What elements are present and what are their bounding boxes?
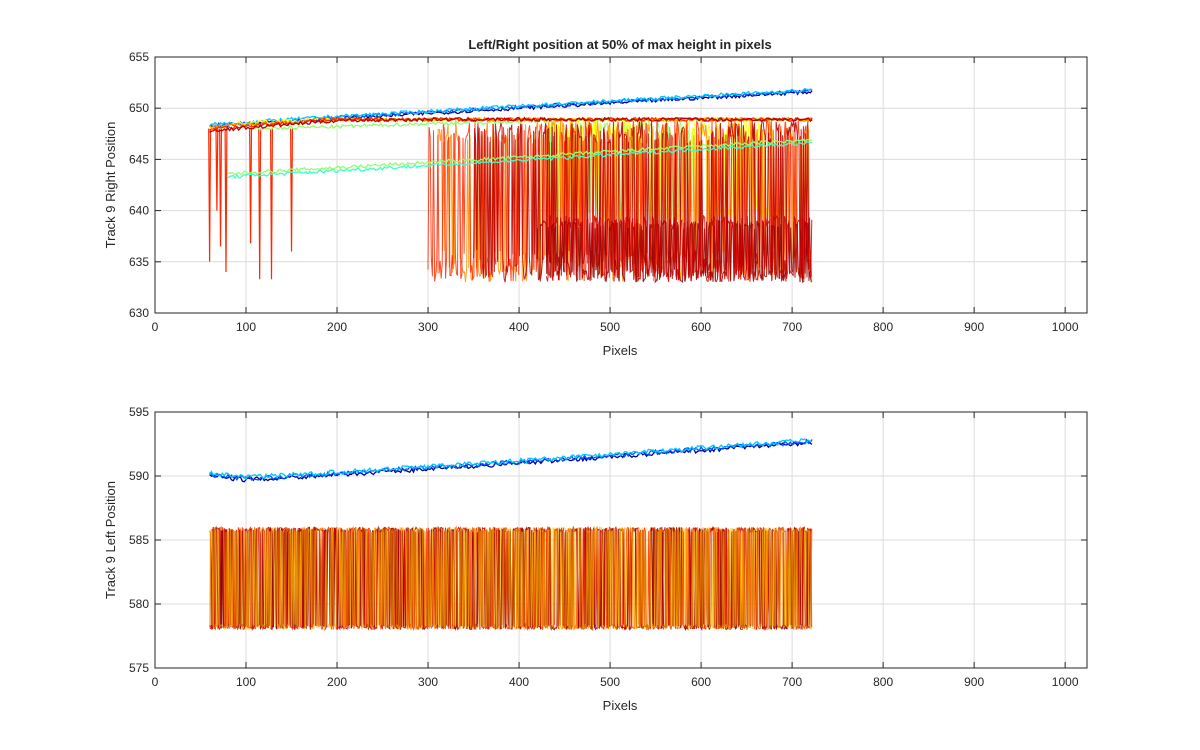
x-tick-label: 1000	[1052, 675, 1079, 689]
x-tick-label: 100	[236, 675, 256, 689]
y-tick-label: 580	[129, 597, 149, 611]
y-tick-label: 650	[129, 101, 149, 115]
y-tick-label: 640	[129, 204, 149, 218]
x-tick-label: 200	[327, 320, 347, 334]
spike-trace	[215, 128, 219, 211]
spike-trace	[249, 128, 253, 244]
bottom-y-axis-label: Track 9 Left Position	[103, 481, 118, 599]
series-line	[209, 116, 813, 131]
x-tick-label: 0	[152, 675, 159, 689]
x-tick-label: 700	[782, 320, 802, 334]
x-tick-label: 500	[600, 675, 620, 689]
series-line	[227, 138, 813, 176]
spike-trace	[224, 128, 228, 273]
series-line	[227, 140, 813, 180]
x-tick-label: 300	[418, 320, 438, 334]
series-line	[209, 116, 813, 133]
x-tick-label: 400	[509, 320, 529, 334]
x-tick-label: 900	[964, 675, 984, 689]
plot-area	[209, 437, 813, 632]
bottom-x-axis-label: Pixels	[603, 698, 638, 713]
chart-title: Left/Right position at 50% of max height…	[468, 37, 771, 52]
x-tick-label: 500	[600, 320, 620, 334]
axes-box	[154, 56, 1088, 314]
spike-trace	[208, 128, 212, 262]
top-y-axis-label: Track 9 Right Position	[103, 122, 118, 249]
x-tick-label: 0	[152, 320, 159, 334]
oscillation-trace	[545, 214, 813, 283]
series-line	[209, 87, 813, 127]
x-tick-label: 200	[327, 675, 347, 689]
oscillation-trace	[427, 118, 812, 283]
series-line	[209, 437, 813, 481]
x-tick-label: 1000	[1052, 320, 1079, 334]
y-tick-label: 585	[129, 533, 149, 547]
spike-trace	[258, 128, 262, 280]
bottom-axes: Pixels Track 9 Left Position 0 100 200 300 4…	[103, 405, 1088, 713]
spike-trace	[269, 128, 274, 280]
oscillation-trace	[473, 117, 812, 283]
y-tick-label: 630	[129, 306, 149, 320]
plot-area	[208, 87, 813, 284]
x-tick-label: 800	[873, 675, 893, 689]
y-tick-label: 645	[129, 152, 149, 166]
y-tick-label: 590	[129, 469, 149, 483]
oscillation-trace	[209, 525, 813, 632]
top-x-axis-label: Pixels	[603, 343, 638, 358]
x-tick-label: 900	[964, 320, 984, 334]
x-tick-label: 100	[236, 320, 256, 334]
x-tick-label: 800	[873, 320, 893, 334]
y-tick-label: 595	[129, 405, 149, 419]
spike-trace	[219, 128, 223, 247]
x-tick-label: 400	[509, 675, 529, 689]
top-axes: Pixels Track 9 Right Position 0 100 200 300…	[103, 50, 1088, 358]
x-tick-label: 300	[418, 675, 438, 689]
y-tick-label: 635	[129, 255, 149, 269]
series-line	[209, 438, 813, 481]
y-tick-label: 575	[129, 661, 149, 675]
x-tick-label: 600	[691, 320, 711, 334]
y-tick-label: 655	[129, 50, 149, 64]
x-tick-label: 700	[782, 675, 802, 689]
x-tick-label: 600	[691, 675, 711, 689]
